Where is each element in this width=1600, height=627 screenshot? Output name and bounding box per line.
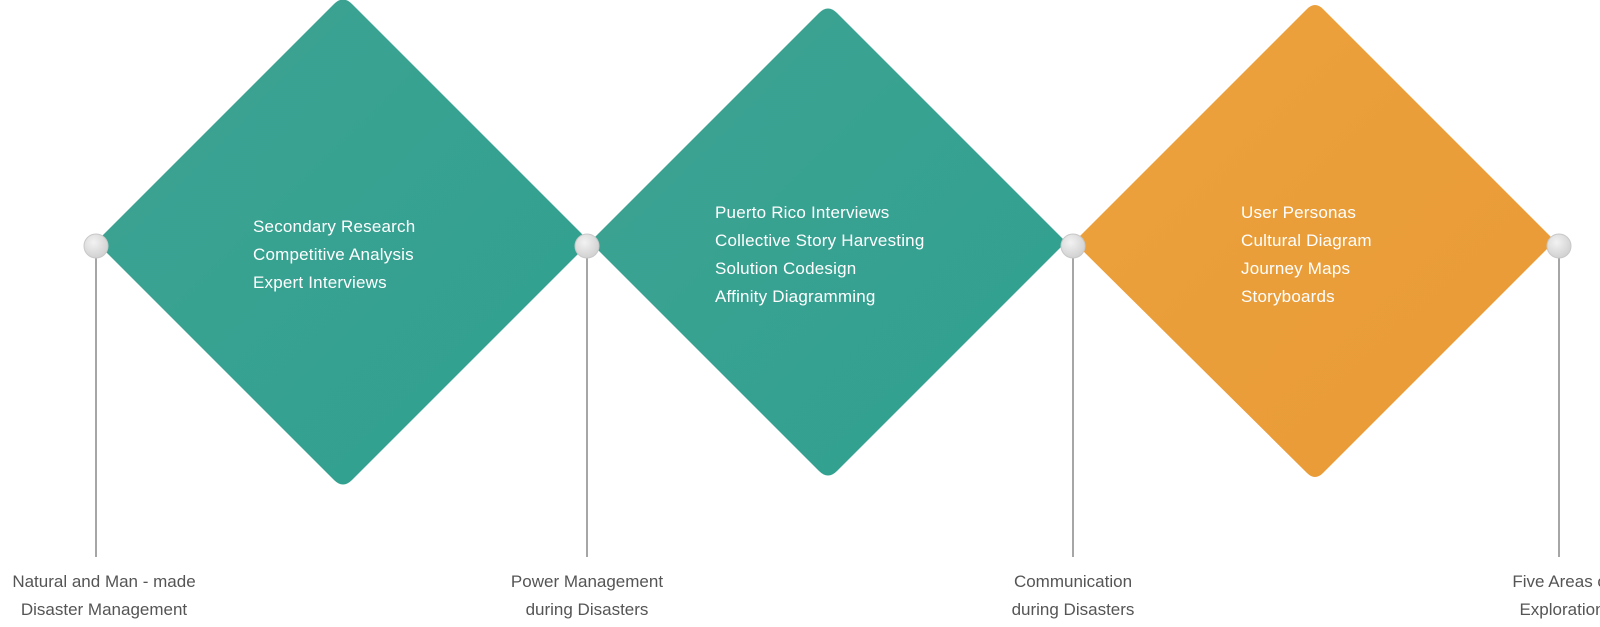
diamond-item: Expert Interviews: [253, 273, 387, 292]
diamond-item: Storyboards: [1241, 287, 1335, 306]
caption-line: Exploration: [1519, 600, 1600, 619]
diamond-items-codesign: Puerto Rico Interviews Collective Story …: [715, 199, 924, 311]
milestone-caption-2: Communication during Disasters: [973, 568, 1173, 624]
caption-line: Communication: [1013, 572, 1133, 591]
diamond-item: Affinity Diagramming: [715, 287, 876, 306]
caption-line: during Disasters: [1011, 600, 1135, 619]
diamond-item: Secondary Research: [253, 217, 416, 236]
caption-line: Five Areas of: [1512, 572, 1600, 591]
caption-line: during Disasters: [525, 600, 649, 619]
node-circle-icon: [1546, 233, 1572, 259]
phase-diamond-synthesis: [1074, 5, 1555, 477]
diamond-item: Competitive Analysis: [253, 245, 414, 264]
diamond-items-research: Secondary Research Competitive Analysis …: [253, 213, 415, 297]
node-circle-icon: [83, 233, 109, 259]
milestone-caption-3: Five Areas of Exploration: [1462, 568, 1600, 624]
diamond-item: Cultural Diagram: [1241, 231, 1372, 250]
node-circle-icon: [1060, 233, 1086, 259]
diamond-items-synthesis: User Personas Cultural Diagram Journey M…: [1241, 199, 1372, 311]
diamond-item: Puerto Rico Interviews: [715, 203, 890, 222]
caption-line: Power Management: [510, 572, 664, 591]
diamond-item: Solution Codesign: [715, 259, 857, 278]
phase-diamond-codesign: [590, 8, 1065, 476]
diamond-item: Collective Story Harvesting: [715, 231, 925, 250]
milestone-caption-1: Power Management during Disasters: [477, 568, 697, 624]
diamond-item: User Personas: [1241, 203, 1357, 222]
caption-line: Natural and Man - made: [12, 572, 196, 591]
milestone-caption-0: Natural and Man - made Disaster Manageme…: [0, 568, 228, 624]
diamond-item: Journey Maps: [1241, 259, 1351, 278]
node-circle-icon: [574, 233, 600, 259]
phase-diamond-research: [96, 0, 586, 485]
caption-line: Disaster Management: [20, 600, 188, 619]
